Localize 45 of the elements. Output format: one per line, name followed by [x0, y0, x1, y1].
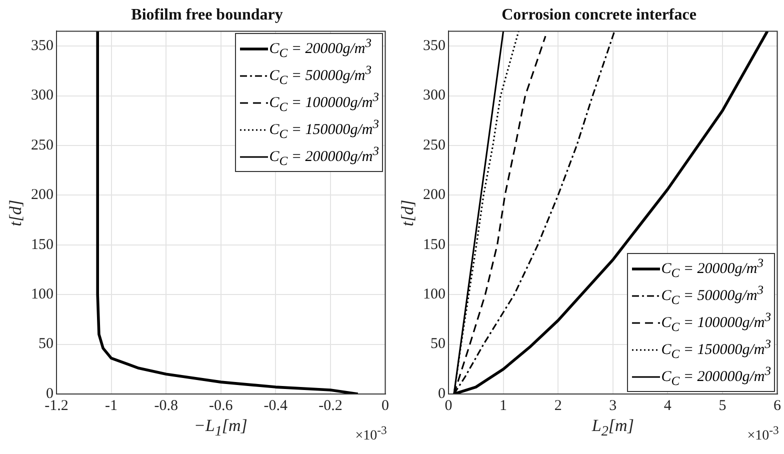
x-tick-label: -0.2: [318, 398, 342, 414]
x-tick-label: 6: [774, 398, 782, 414]
y-tick-label: 250: [423, 137, 446, 154]
legend-label: C$_{C}$ = 50000g/m$^{3}$: [269, 62, 372, 90]
legend-label: C$_{C}$ = 100000g/m$^{3}$: [661, 309, 771, 336]
y-tick-label: 100: [423, 286, 446, 303]
x-tick-label: 1: [500, 398, 508, 414]
y-tick-label: 150: [423, 236, 446, 253]
x-tick-label: 3: [609, 398, 617, 414]
x-tick-label: -1: [105, 398, 118, 414]
y-tick-label: 50: [430, 336, 446, 352]
legend-label: C$_{C}$ = 50000g/m$^{3}$: [661, 282, 764, 309]
x-tick-label: 4: [664, 398, 672, 414]
text: ×10$^{-3}$: [747, 424, 779, 445]
x-tick-label: -0.4: [264, 398, 288, 414]
y-tick-label: 350: [31, 38, 54, 54]
y-tick-label: 50: [38, 336, 54, 352]
chart-title: Corrosion concrete interface: [502, 6, 696, 24]
legend-label: C$_{C}$ = 150000g/m$^{3}$: [661, 336, 771, 363]
x-axis-title: −L$_{1}$[m]: [194, 416, 248, 440]
y-axis-title: t[d]: [6, 199, 26, 226]
legend-label: C$_{C}$ = 200000g/m$^{3}$: [661, 363, 771, 390]
y-tick-label: 350: [423, 38, 446, 54]
y-axis-title: t[d]: [398, 199, 418, 226]
y-tick-label: 150: [31, 236, 54, 253]
y-tick-label: 200: [423, 187, 446, 204]
chart-title: Biofilm free boundary: [131, 6, 283, 24]
x-axis-title: L$_{2}$[m]: [592, 416, 634, 440]
x-tick-label: -0.8: [154, 398, 178, 414]
legend-label: C$_{C}$ = 200000g/m$^{3}$: [269, 143, 379, 170]
y-tick-label: 300: [423, 88, 446, 104]
text: ×10$^{-3}$: [355, 424, 387, 445]
legend-label: C$_{C}$ = 20000g/m$^{3}$: [269, 35, 372, 62]
y-tick-label: 200: [31, 187, 54, 204]
x-tick-label: 5: [718, 398, 726, 414]
legend-label: C$_{C}$ = 100000g/m$^{3}$: [269, 89, 379, 116]
legend-label: C$_{C}$ = 150000g/m$^{3}$: [269, 116, 379, 144]
x-tick-label: 0: [382, 398, 389, 414]
x-tick-label: -0.6: [209, 398, 234, 414]
y-tick-label: 300: [31, 88, 54, 104]
legend-label: C$_{C}$ = 20000g/m$^{3}$: [661, 255, 764, 282]
y-tick-label: 0: [438, 386, 446, 402]
y-tick-label: 250: [31, 137, 54, 154]
y-tick-label: 100: [31, 286, 54, 303]
x-tick-label: 2: [554, 398, 562, 414]
